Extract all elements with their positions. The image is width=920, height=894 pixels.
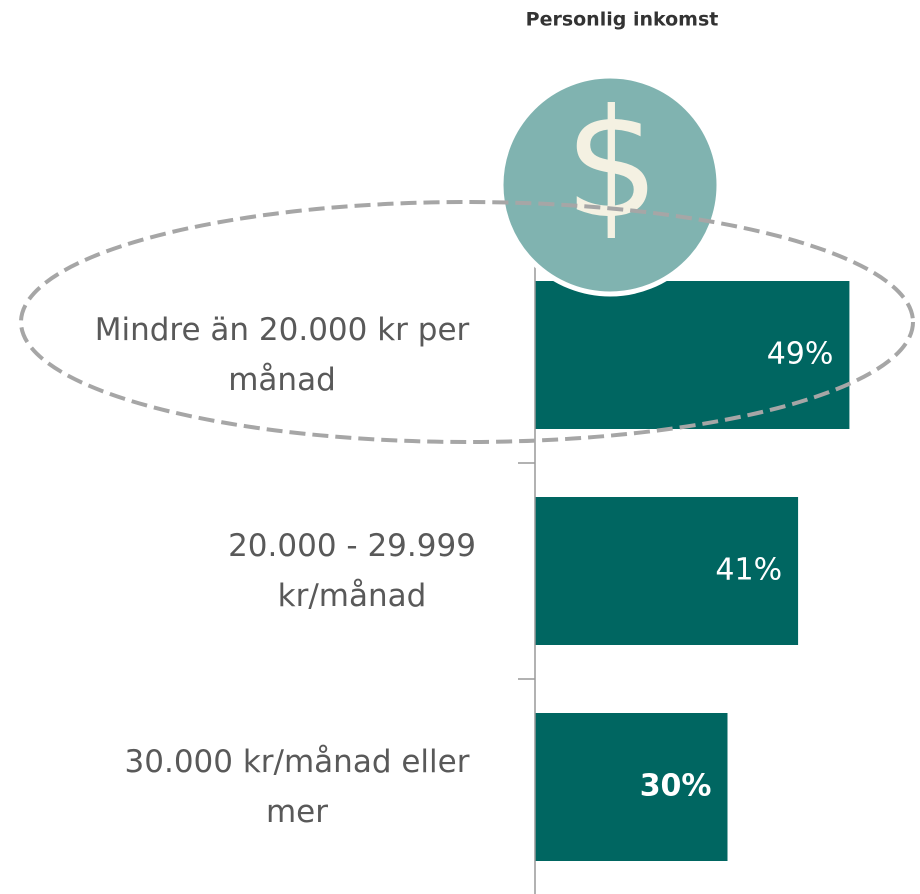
value-label: 30% (640, 769, 712, 804)
icon-circle (498, 73, 722, 297)
bar (535, 713, 728, 861)
value-label: 49% (767, 337, 834, 372)
bar (535, 497, 799, 645)
category-label: Mindre än 20.000 kr per månad (94, 312, 470, 398)
value-label: 41% (715, 553, 782, 588)
chart-title: Personlig inkomst (526, 9, 719, 31)
category-label: 20.000 - 29.999 kr/månad (228, 528, 476, 614)
money-icon: $ (498, 73, 722, 297)
icon-glyph: $ (564, 78, 659, 252)
highlight-ellipse (19, 200, 915, 444)
category-label: 30.000 kr/månad eller mer (124, 744, 470, 830)
